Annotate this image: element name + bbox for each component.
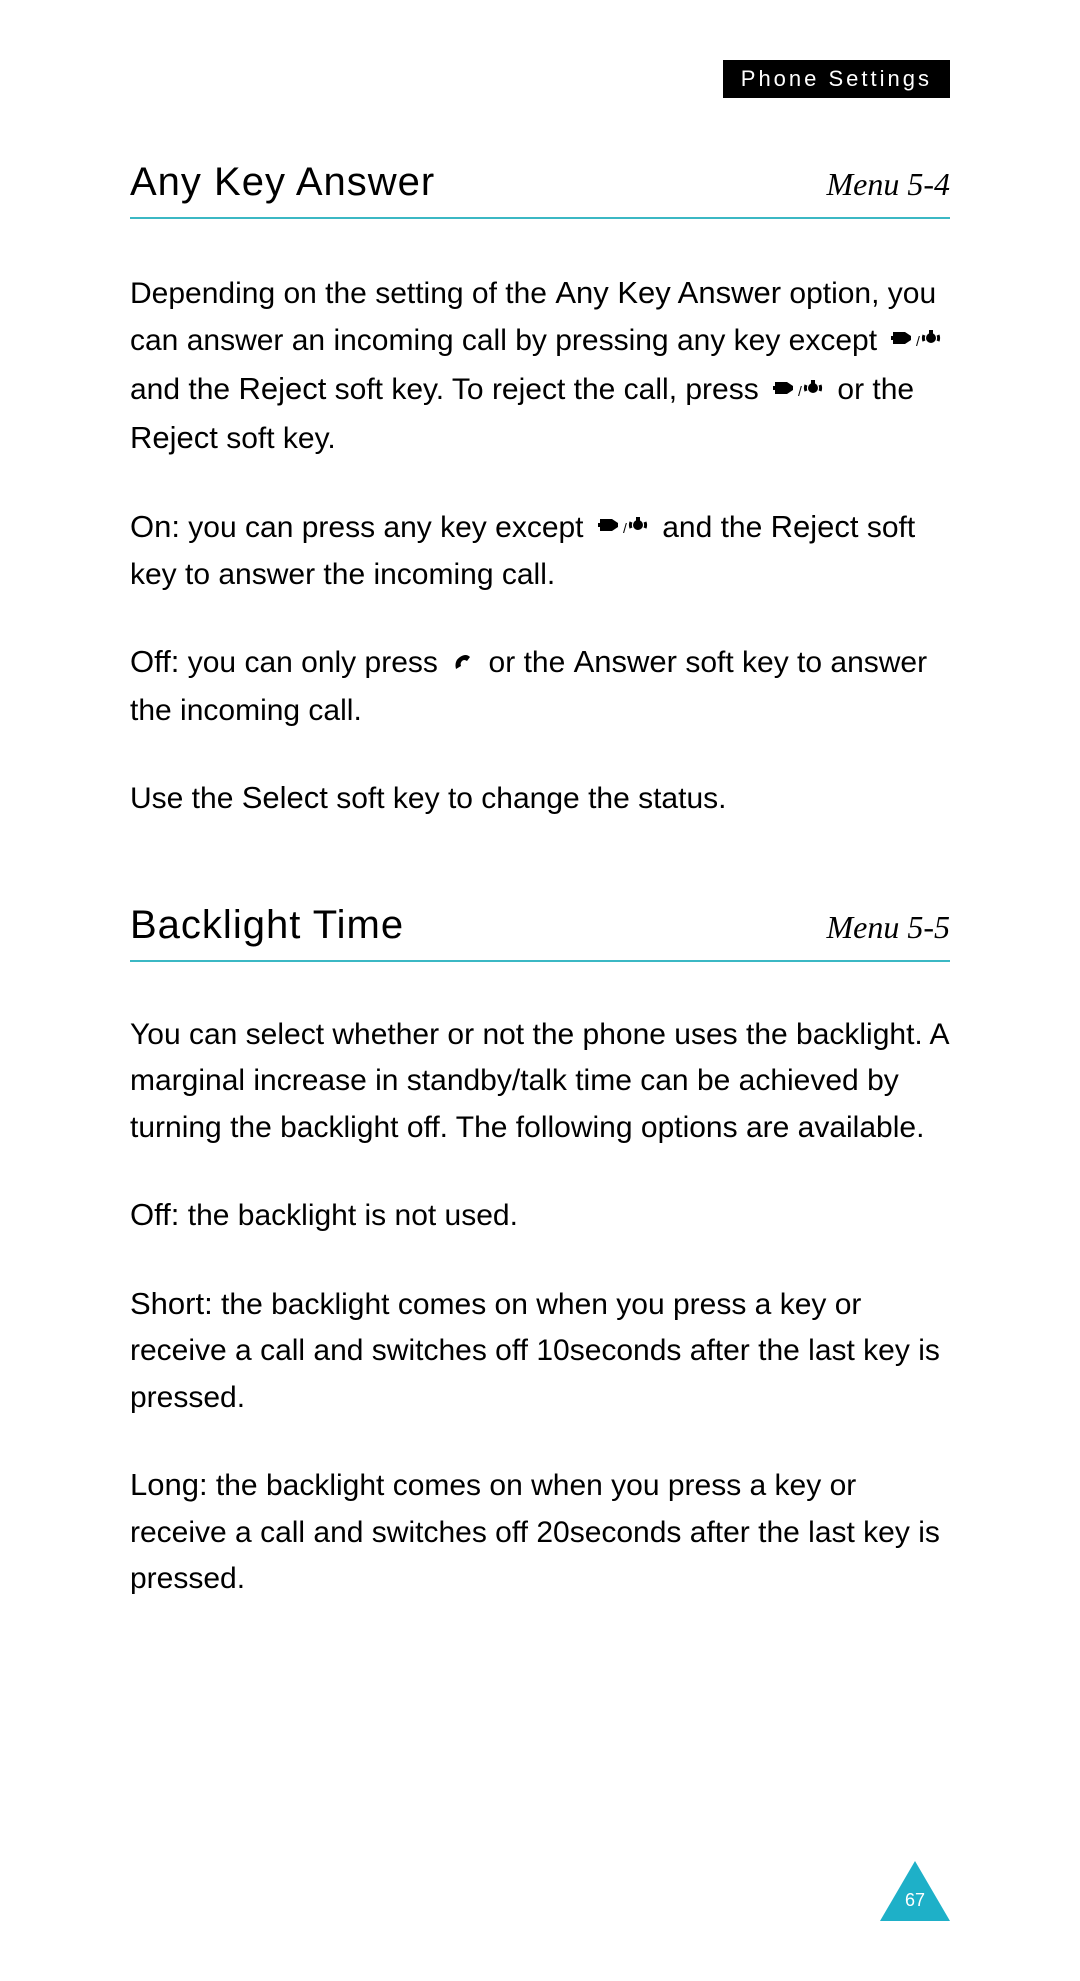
section-any-key-answer: Any Key Answer Menu 5-4 Depending on the… [130, 160, 950, 823]
send-icon [450, 641, 476, 688]
end-power-icon: / [596, 505, 650, 552]
page-content: Phone Settings Any Key Answer Menu 5-4 D… [130, 60, 950, 1643]
paragraph: Depending on the setting of the Any Key … [130, 269, 950, 463]
emph-select: Select [242, 780, 328, 815]
label-off: Off: [130, 644, 179, 679]
section-title: Any Key Answer [130, 160, 435, 205]
text: you can only press [179, 646, 446, 679]
emph-any-key-answer: Any Key Answer [555, 275, 781, 310]
label-short: Short: [130, 1286, 213, 1321]
svg-text:/: / [623, 520, 627, 536]
section-header: Backlight Time Menu 5-5 [130, 903, 950, 962]
header-badge: Phone Settings [723, 60, 950, 98]
section-menu-ref: Menu 5-4 [826, 166, 950, 203]
label-on: On: [130, 509, 180, 544]
text: the backlight is not used. [179, 1199, 518, 1232]
paragraph-select: Use the Select soft key to change the st… [130, 774, 950, 823]
emph-reject: Reject [238, 371, 326, 406]
text: soft key. [218, 422, 336, 455]
paragraph-off: Off: you can only press or the Answer so… [130, 638, 950, 734]
section-backlight-time: Backlight Time Menu 5-5 You can select w… [130, 903, 950, 1603]
text: the backlight comes on when you press a … [130, 1469, 940, 1595]
emph-answer: Answer [574, 644, 677, 679]
text: you can press any key except [180, 511, 592, 544]
end-power-icon: / [771, 368, 825, 415]
end-power-icon: / [889, 318, 943, 365]
svg-text:/: / [798, 383, 802, 399]
emph-reject: Reject [771, 509, 859, 544]
text: soft key. To reject the call, press [326, 373, 767, 406]
text: and the [130, 373, 238, 406]
text: or the [480, 646, 573, 679]
section-menu-ref: Menu 5-5 [826, 909, 950, 946]
paragraph-off: Off: the backlight is not used. [130, 1191, 950, 1240]
svg-text:/: / [916, 333, 920, 349]
text: soft key to change the status. [328, 782, 727, 815]
paragraph-long: Long: the backlight comes on when you pr… [130, 1461, 950, 1603]
section-header: Any Key Answer Menu 5-4 [130, 160, 950, 219]
section-title: Backlight Time [130, 903, 404, 948]
text: the backlight comes on when you press a … [130, 1288, 940, 1414]
text: and the [654, 511, 771, 544]
paragraph-short: Short: the backlight comes on when you p… [130, 1280, 950, 1422]
page-number-marker: 67 [880, 1861, 950, 1921]
page-number: 67 [905, 1890, 925, 1911]
text: Use the [130, 782, 242, 815]
label-off: Off: [130, 1197, 179, 1232]
paragraph: You can select whether or not the phone … [130, 1012, 950, 1152]
text: or the [829, 373, 914, 406]
label-long: Long: [130, 1467, 208, 1502]
text: Depending on the setting of the [130, 277, 555, 310]
emph-reject: Reject [130, 420, 218, 455]
paragraph-on: On: you can press any key except / and t… [130, 503, 950, 599]
